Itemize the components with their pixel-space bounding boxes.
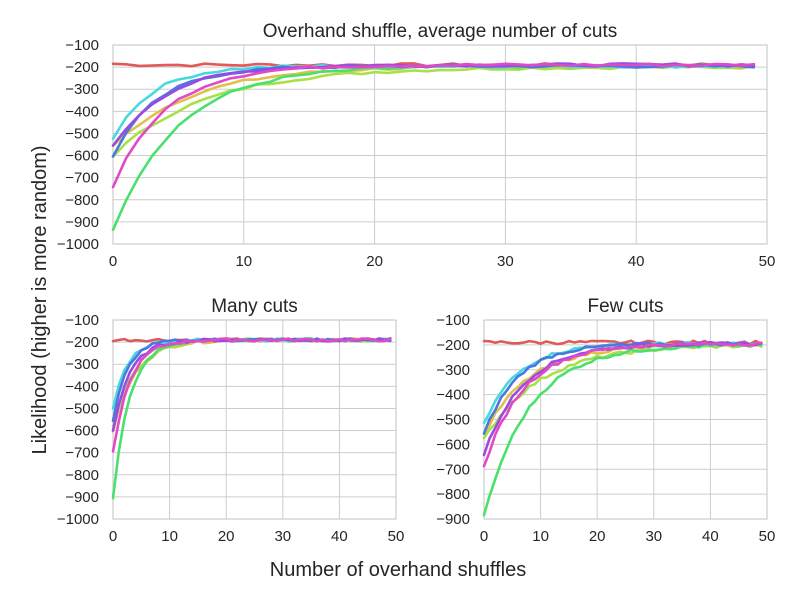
shared-x-axis-label: Number of overhand shuffles <box>270 559 526 581</box>
y-tick-label: −1000 <box>57 511 99 528</box>
x-tick-label: 30 <box>497 253 514 270</box>
y-tick-label: −500 <box>436 412 470 429</box>
y-tick-label: −500 <box>65 125 99 142</box>
y-tick-label: −900 <box>65 489 99 506</box>
series-line <box>111 337 392 453</box>
y-tick-label: −300 <box>436 362 470 379</box>
y-tick-label: −600 <box>65 423 99 440</box>
panel-title: Overhand shuffle, average number of cuts <box>263 21 618 42</box>
x-tick-label: 0 <box>109 528 117 545</box>
y-tick-label: −200 <box>65 59 99 76</box>
y-tick-label: −800 <box>65 467 99 484</box>
y-tick-label: −300 <box>65 356 99 373</box>
y-tick-label: −600 <box>65 148 99 165</box>
x-tick-label: 10 <box>235 253 252 270</box>
series-line <box>111 337 392 500</box>
y-tick-label: −700 <box>65 445 99 462</box>
x-tick-label: 10 <box>161 528 178 545</box>
x-tick-label: 20 <box>589 528 606 545</box>
y-tick-label: −100 <box>436 312 470 329</box>
plot-frame <box>112 44 768 245</box>
plot-frame <box>112 319 397 520</box>
x-tick-label: 30 <box>645 528 662 545</box>
x-tick-label: 0 <box>480 528 488 545</box>
series-line <box>482 341 763 468</box>
panel-overhand-average: 0 10 20 30 40 50 −100 −200 −300 −400 −500 −600 −700 −… <box>57 21 775 270</box>
y-tick-label: −1000 <box>57 236 99 253</box>
panel-few-cuts: 0 10 20 30 40 50 −100 −200 −300 −400 −500 −600 −700 −… <box>436 296 775 545</box>
shared-y-axis-label: Likelihood (higher is more random) <box>29 145 51 454</box>
y-tick-label: −300 <box>65 81 99 98</box>
y-tick-label: −800 <box>436 486 470 503</box>
y-tick-label: −700 <box>436 461 470 478</box>
series-line <box>111 337 392 428</box>
panel-title: Many cuts <box>211 296 298 317</box>
x-tick-label: 40 <box>331 528 348 545</box>
y-tick-label: −400 <box>436 387 470 404</box>
y-tick-label: −100 <box>65 37 99 54</box>
y-tick-label: −200 <box>436 337 470 354</box>
x-tick-label: 50 <box>759 528 776 545</box>
series-line <box>111 62 756 189</box>
plot-frame <box>483 319 768 520</box>
y-tick-label: −400 <box>65 378 99 395</box>
series-line <box>482 342 763 440</box>
y-tick-label: −800 <box>65 192 99 209</box>
y-tick-label: −900 <box>65 214 99 231</box>
x-tick-label: 40 <box>702 528 719 545</box>
x-tick-label: 30 <box>274 528 291 545</box>
y-tick-label: −600 <box>436 436 470 453</box>
y-tick-label: −200 <box>65 334 99 351</box>
y-tick-label: −900 <box>436 511 470 528</box>
y-tick-label: −100 <box>65 312 99 329</box>
x-tick-label: 50 <box>759 253 776 270</box>
y-tick-label: −400 <box>65 103 99 120</box>
panel-many-cuts: 0 10 20 30 40 50 −100 −200 −300 −400 −500 −600 −700 −… <box>57 296 404 545</box>
panel-title: Few cuts <box>587 296 663 317</box>
x-tick-label: 50 <box>388 528 405 545</box>
x-tick-label: 20 <box>218 528 235 545</box>
y-tick-label: −500 <box>65 400 99 417</box>
x-tick-label: 0 <box>109 253 117 270</box>
series-line <box>482 340 763 457</box>
y-tick-label: −700 <box>65 170 99 187</box>
x-tick-label: 20 <box>366 253 383 270</box>
x-tick-label: 10 <box>532 528 549 545</box>
series-line <box>111 63 756 158</box>
x-tick-label: 40 <box>628 253 645 270</box>
